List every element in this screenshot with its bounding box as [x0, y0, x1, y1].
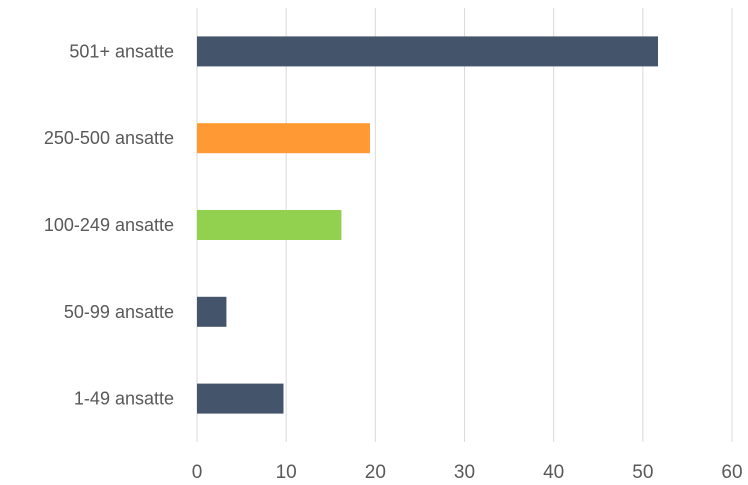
x-tick-label: 30 — [454, 462, 475, 480]
category-label: 250-500 ansatte — [44, 128, 174, 148]
bar-250-500-ansatte — [197, 123, 370, 154]
category-labels: 501+ ansatte 250-500 ansatte 100-249 ansat… — [44, 41, 174, 408]
bar-501-ansatte — [197, 36, 658, 67]
bar-100-249-ansatte — [197, 210, 342, 240]
x-tick-label: 50 — [632, 462, 653, 480]
gridlines — [196, 8, 733, 442]
x-tick-label: 0 — [192, 462, 203, 480]
category-label: 1-49 ansatte — [74, 389, 174, 409]
category-label: 100-249 ansatte — [44, 215, 174, 235]
category-label: 501+ ansatte — [69, 41, 174, 61]
x-tick-label: 40 — [543, 462, 564, 480]
bars — [197, 36, 658, 414]
category-label: 50-99 ansatte — [64, 302, 174, 322]
bar-1-49-ansatte — [197, 383, 284, 414]
x-tick-label: 10 — [276, 462, 297, 480]
x-tick-label: 20 — [365, 462, 386, 480]
x-tick-label: 60 — [721, 462, 742, 480]
x-axis-ticks: 0 10 20 30 40 50 60 — [192, 462, 743, 483]
bar-50-99-ansatte — [197, 296, 227, 327]
